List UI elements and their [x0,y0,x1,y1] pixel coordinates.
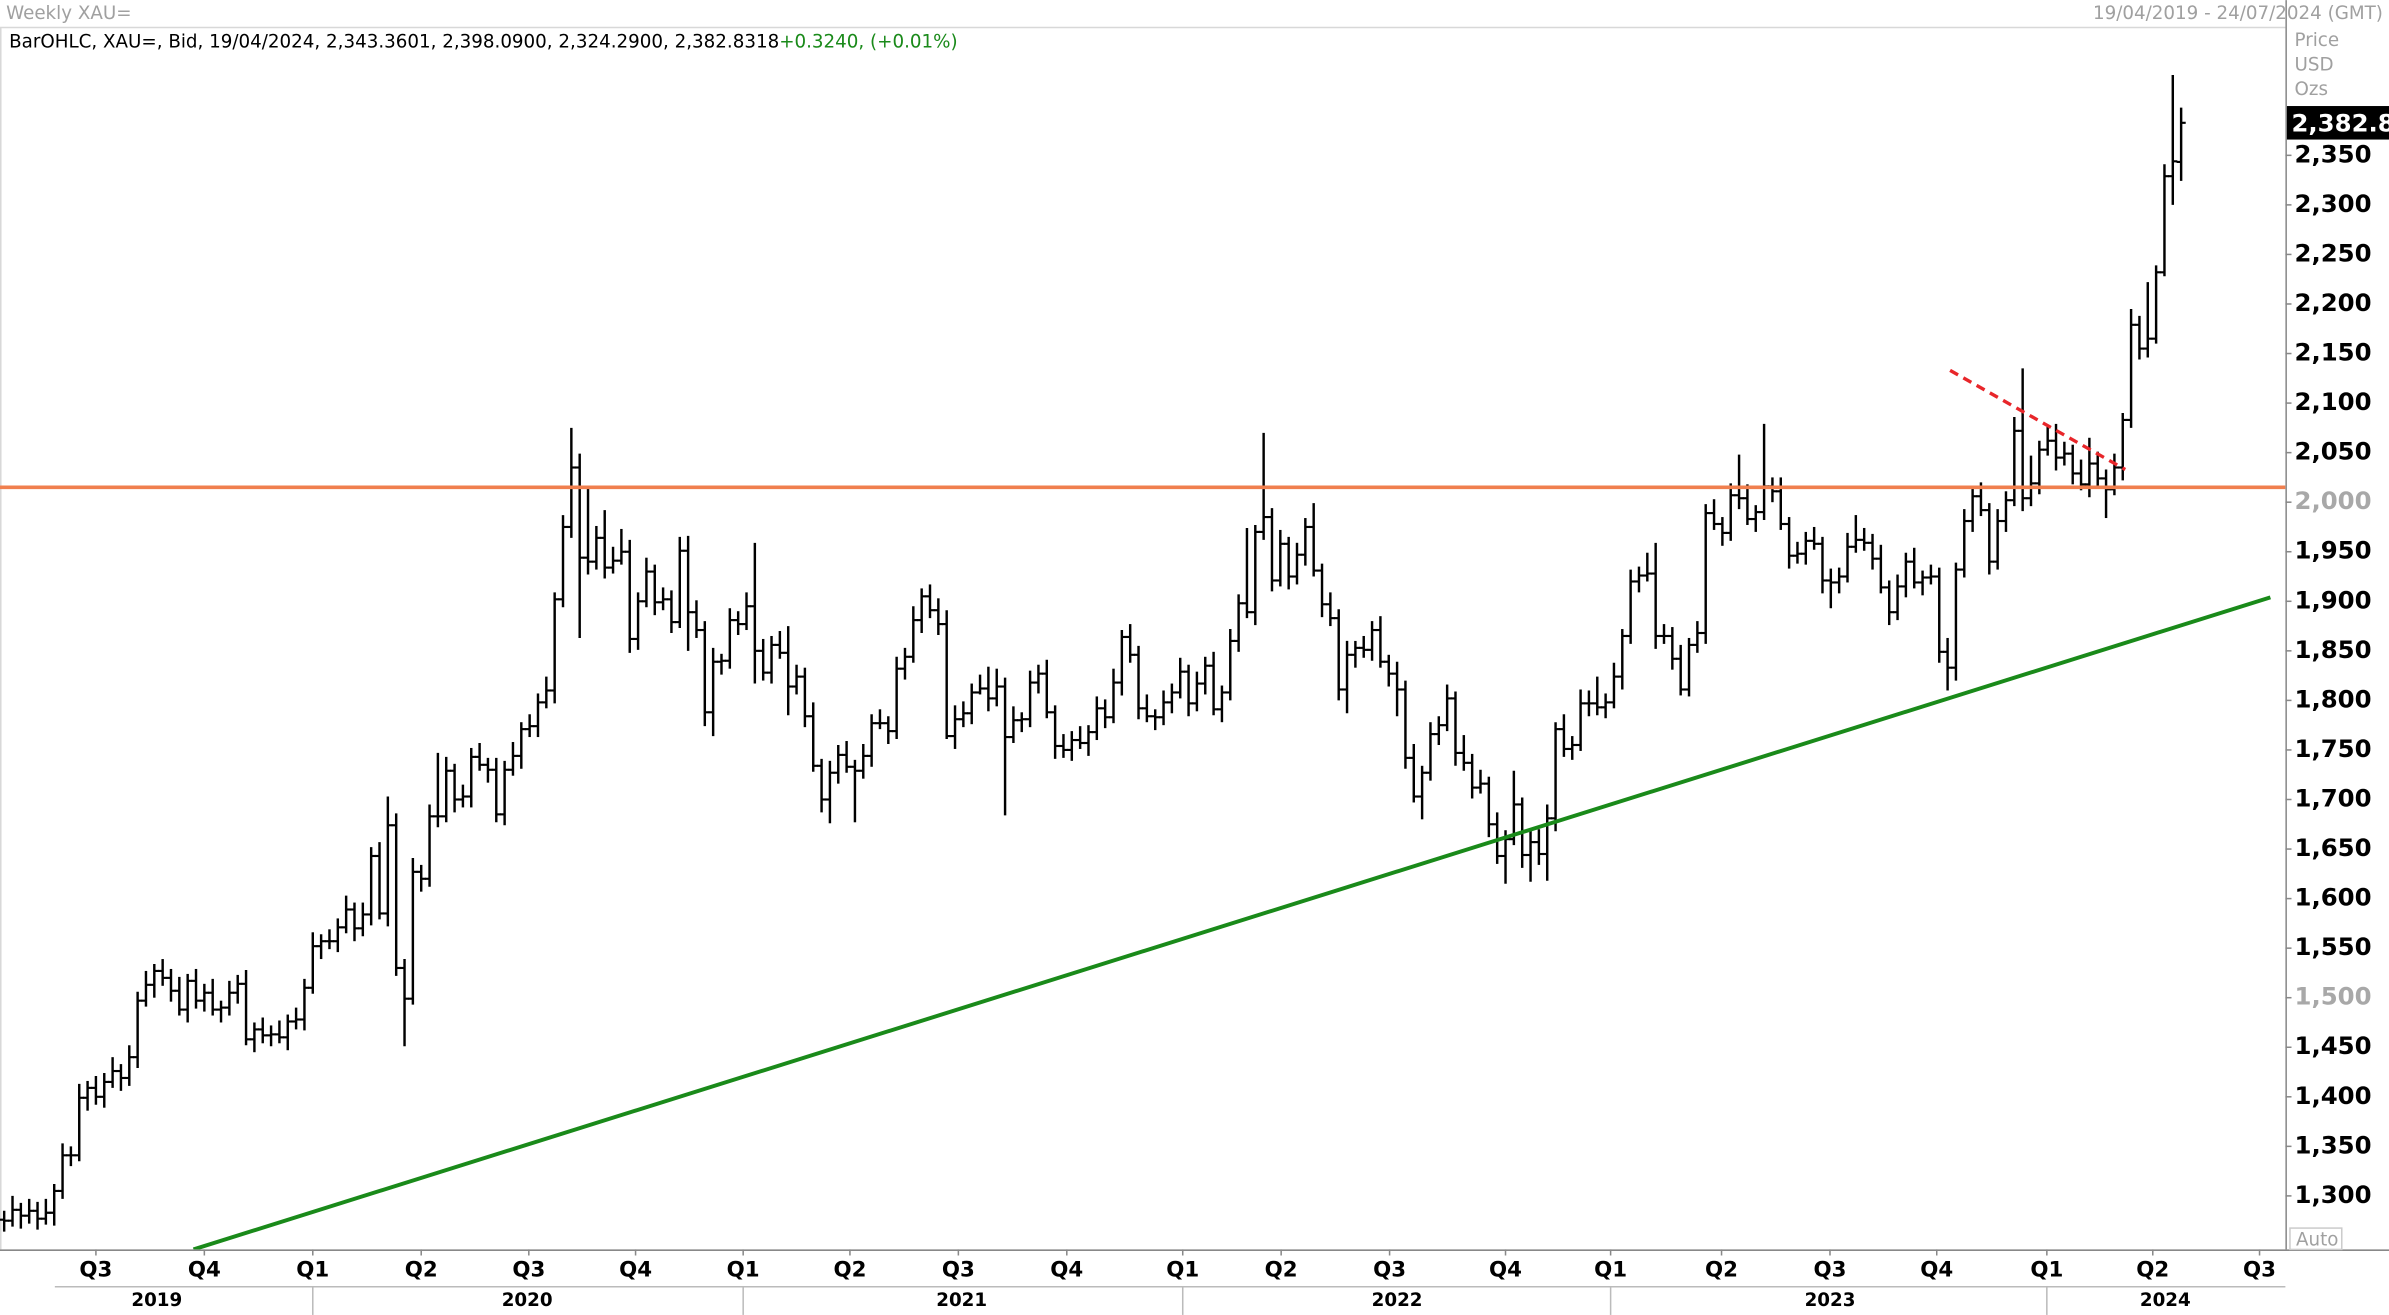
axis-unit-label: Ozs [2295,79,2328,100]
axis-unit-label: Price [2295,30,2340,51]
x-tick-label: Q3 [1813,1258,1846,1283]
y-tick-label: 2,350 [2295,139,2372,168]
y-tick-label: 1,500 [2295,982,2372,1011]
x-tick-label: Q4 [1489,1258,1522,1283]
scale-mode[interactable]: Auto [2296,1229,2338,1250]
legend: BarOHLC, XAU=, Bid, 19/04/2024, 2,343.36… [9,32,957,53]
x-tick-label: Q2 [1705,1258,1738,1283]
x-tick-label: Q3 [1373,1258,1406,1283]
year-label: 2022 [1372,1290,1423,1311]
x-tick-label: Q2 [833,1258,866,1283]
y-tick-label: 1,900 [2295,585,2372,614]
x-tick-label: Q4 [1050,1258,1083,1283]
x-tick-label: Q4 [619,1258,652,1283]
y-tick-label: 1,650 [2295,833,2372,862]
last-price-label: 2,382.8 [2291,108,2389,137]
x-tick-label: Q2 [405,1258,438,1283]
y-tick-label: 1,550 [2295,932,2372,961]
x-tick-label: Q4 [1920,1258,1953,1283]
y-tick-label: 2,000 [2295,486,2372,515]
y-tick-label: 1,850 [2295,635,2372,664]
x-tick-label: Q2 [2136,1258,2169,1283]
y-tick-label: 1,700 [2295,783,2372,812]
y-tick-label: 1,350 [2295,1130,2372,1159]
x-tick-label: Q1 [296,1258,329,1283]
x-tick-label: Q4 [188,1258,221,1283]
y-tick-label: 2,200 [2295,288,2372,317]
last-price-box [2286,106,2389,140]
plot-area [0,75,2286,1250]
x-tick-label: Q1 [2030,1258,2063,1283]
x-tick-label: Q3 [512,1258,545,1283]
year-label: 2024 [2140,1290,2191,1311]
axis-unit-label: USD [2295,55,2334,76]
scale-mode-box[interactable] [2289,1227,2343,1251]
y-tick-label: 1,300 [2295,1180,2372,1209]
trend-line [1949,368,2127,471]
y-tick-label: 1,800 [2295,684,2372,713]
year-label: 2021 [936,1290,987,1311]
y-tick-label: 1,950 [2295,536,2372,565]
x-tick-label: Q2 [1265,1258,1298,1283]
date-range: 19/04/2019 - 24/07/2024 (GMT) [2093,3,2383,24]
year-label: 2023 [1805,1290,1856,1311]
y-tick-label: 1,450 [2295,1031,2372,1060]
y-tick-label: 1,750 [2295,734,2372,763]
x-tick-label: Q1 [1166,1258,1199,1283]
legend-change: +0.3240, (+0.01%) [779,32,957,53]
year-label: 2020 [502,1290,553,1311]
y-tick-label: 2,150 [2295,338,2372,367]
chart-title: Weekly XAU= [6,3,131,24]
x-tick-label: Q3 [79,1258,112,1283]
x-tick-label: Q1 [727,1258,760,1283]
x-tick-label: Q3 [942,1258,975,1283]
y-tick-label: 1,400 [2295,1081,2372,1110]
y-tick-label: 1,600 [2295,883,2372,912]
x-tick-label: Q1 [1594,1258,1627,1283]
y-tick-label: 2,250 [2295,238,2372,267]
trend-line [192,595,2271,1250]
x-tick-label: Q3 [2243,1258,2276,1283]
y-tick-label: 2,050 [2295,437,2372,466]
y-tick-label: 2,300 [2295,189,2372,218]
y-tick-label: 2,100 [2295,387,2372,416]
year-label: 2019 [131,1290,182,1311]
legend-text: BarOHLC, XAU=, Bid, 19/04/2024, 2,343.36… [9,32,779,53]
